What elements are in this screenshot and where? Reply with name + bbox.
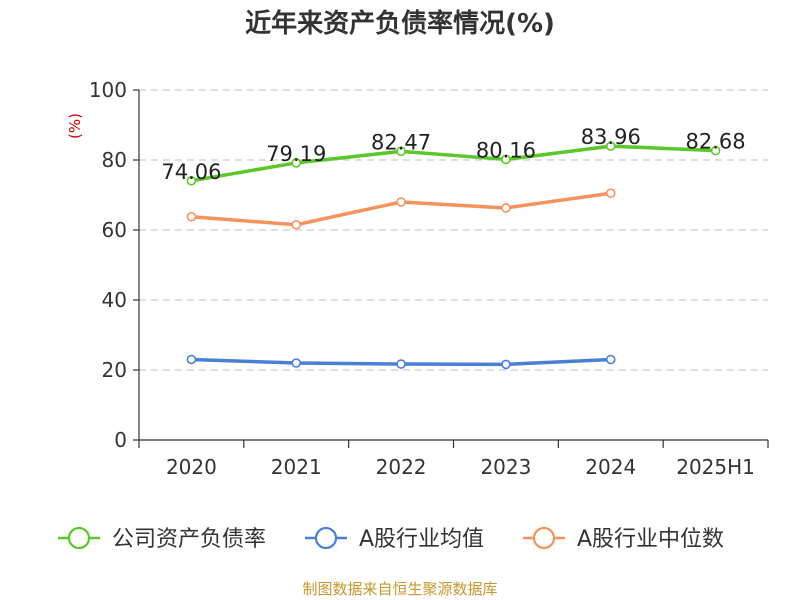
- data-label: 82.47: [371, 130, 431, 154]
- legend[interactable]: 公司资产负债率 A股行业均值 A股行业中位数: [58, 526, 724, 552]
- x-tick-label: 2022: [376, 455, 427, 479]
- y-axis-unit: (%): [66, 113, 84, 139]
- legend-marker: [532, 526, 556, 550]
- y-tick-label: 40: [102, 288, 127, 312]
- x-tick-label: 2020: [166, 455, 217, 479]
- legend-marker: [67, 526, 91, 550]
- data-point[interactable]: [396, 146, 406, 157]
- legend-marker: [314, 526, 338, 550]
- data-label: 82.68: [686, 130, 746, 154]
- data-point[interactable]: [605, 188, 616, 199]
- y-tick-label: 20: [102, 358, 127, 382]
- legend-item-0[interactable]: 公司资产负债率: [58, 526, 266, 552]
- data-point[interactable]: [710, 145, 721, 156]
- legend-label: A股行业均值: [359, 527, 484, 552]
- x-tick-label: 2021: [271, 455, 322, 479]
- data-point[interactable]: [291, 158, 302, 168]
- data-point[interactable]: [501, 359, 511, 370]
- y-tick-label: 60: [102, 218, 127, 242]
- data-label: 80.16: [476, 138, 536, 162]
- y-tick-label: 80: [102, 148, 127, 172]
- data-point[interactable]: [605, 354, 616, 365]
- series-line: [191, 144, 716, 183]
- data-label: 74.06: [161, 160, 221, 184]
- series-group: 74.06 79.19 82.47 80.16 83.96 82.68: [161, 125, 746, 370]
- legend-label: A股行业中位数: [577, 527, 724, 552]
- data-point[interactable]: [186, 354, 197, 365]
- data-point[interactable]: [396, 359, 406, 369]
- legend-item-2[interactable]: A股行业中位数: [523, 526, 724, 552]
- series-2: [186, 188, 616, 230]
- x-tick-label: 2025H1: [676, 455, 755, 479]
- data-point[interactable]: [291, 358, 302, 368]
- data-label: 83.96: [581, 125, 641, 149]
- data-point[interactable]: [501, 154, 511, 165]
- data-point[interactable]: [186, 211, 197, 222]
- y-tick-label: 100: [89, 78, 127, 102]
- legend-item-1[interactable]: A股行业均值: [305, 526, 484, 552]
- data-point[interactable]: [291, 219, 302, 230]
- gridlines: [139, 89, 768, 371]
- x-tick-label: 2024: [585, 455, 636, 479]
- data-point[interactable]: [501, 203, 511, 213]
- legend-label: 公司资产负债率: [112, 527, 266, 552]
- data-point[interactable]: [396, 197, 406, 207]
- x-tick-label: 2023: [480, 455, 531, 479]
- data-point[interactable]: [186, 175, 197, 186]
- source-note: 制图数据来自恒生聚源数据库: [302, 580, 497, 598]
- axes: 0 20 40 60 80 100 2020 2021 2022 2023 2024 2025H1: [89, 78, 769, 479]
- chart-title: 近年来资产负债率情况(%): [245, 8, 555, 39]
- series-1: [186, 354, 616, 370]
- y-tick-label: 0: [114, 428, 127, 452]
- data-point[interactable]: [605, 141, 616, 151]
- data-label: 79.19: [266, 142, 326, 166]
- series-0: 74.06 79.19 82.47 80.16 83.96 82.68: [161, 125, 746, 186]
